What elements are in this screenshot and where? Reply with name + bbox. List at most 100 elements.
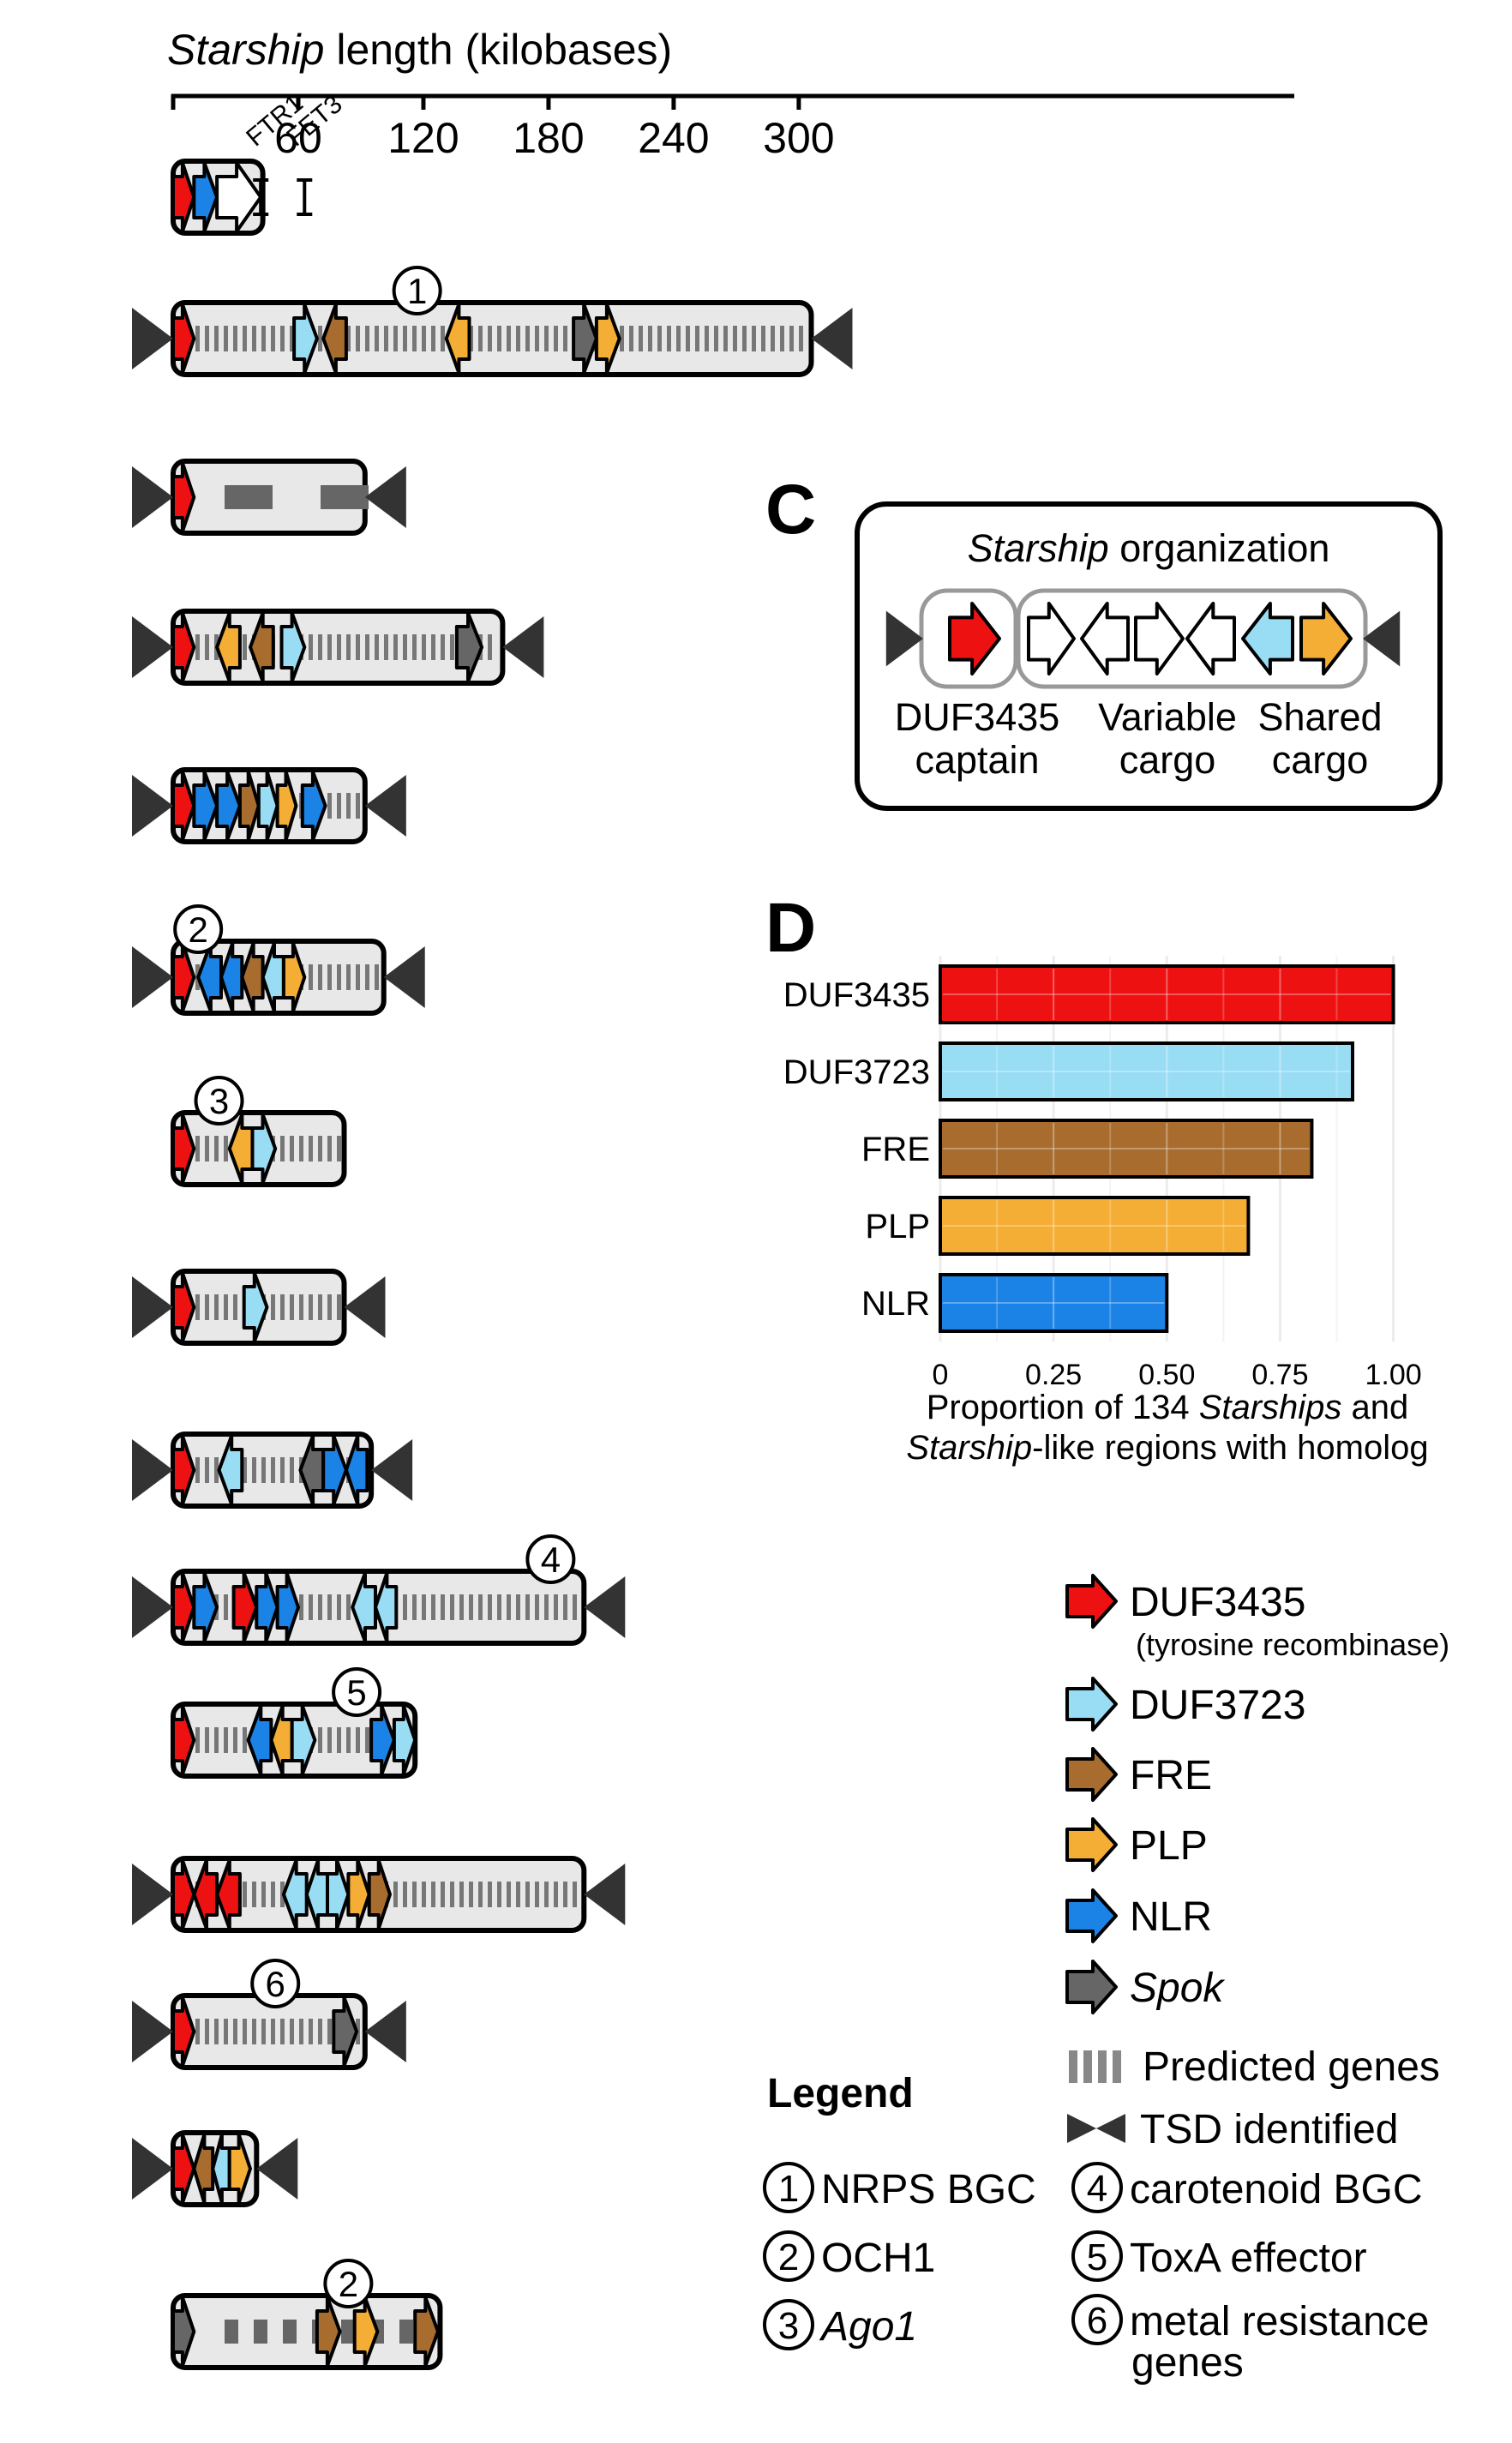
tsd-right-triangle bbox=[364, 775, 406, 837]
feature-marker-circle bbox=[392, 266, 442, 315]
predicted-gene-stripe bbox=[563, 326, 567, 351]
predicted-gene-stripe bbox=[403, 634, 407, 660]
predicted-gene-stripe bbox=[695, 326, 699, 351]
legend-label: Predicted genes bbox=[1143, 2044, 1440, 2090]
predicted-gene-stripe bbox=[393, 326, 398, 351]
gene-arrow-duf3435 bbox=[171, 1434, 196, 1506]
predicted-gene-stripe bbox=[280, 1136, 285, 1161]
predicted-gene-stripe bbox=[375, 634, 379, 660]
gene-arrow-duf3435 bbox=[171, 2133, 196, 2205]
legend-feature-number: 5 bbox=[1087, 2236, 1107, 2278]
predicted-gene-stripe bbox=[478, 326, 483, 351]
gene-arrow-plp bbox=[275, 770, 298, 842]
predicted-gene-stripe bbox=[337, 1294, 341, 1320]
predicted-gene-stripe bbox=[271, 1294, 275, 1320]
predicted-gene-stripe bbox=[393, 634, 398, 660]
predicted-gene-stripe bbox=[195, 1136, 200, 1161]
legend-feature-number: 1 bbox=[778, 2168, 799, 2210]
predicted-gene-stripe bbox=[318, 634, 322, 660]
predicted-gene-stripe bbox=[799, 326, 803, 351]
predicted-gene-stripe bbox=[412, 1594, 417, 1620]
feature-marker-number: 4 bbox=[541, 1540, 561, 1580]
predicted-gene-stripe bbox=[195, 634, 200, 660]
predicted-gene-stripe bbox=[648, 326, 652, 351]
predicted-gene-stripe bbox=[431, 634, 435, 660]
bar-category-label: DUF3723 bbox=[783, 1053, 930, 1091]
predicted-gene-stripe bbox=[195, 1457, 200, 1483]
predicted-gene-stripe bbox=[554, 1882, 558, 1907]
predicted-gene-stripe bbox=[224, 1136, 228, 1161]
gene-arrow-duf3723 bbox=[281, 1858, 309, 1930]
predicted-gene-stripe bbox=[327, 793, 332, 819]
predicted-gene-stripe bbox=[214, 1457, 219, 1483]
predicted-gene-stripe bbox=[261, 326, 266, 351]
captain-label-line2: captain bbox=[915, 738, 1039, 782]
predicted-gene-stripe bbox=[327, 1136, 332, 1161]
predicted-gene-stripe bbox=[195, 1294, 200, 1320]
bar-tick-label: 0.50 bbox=[1138, 1359, 1195, 1391]
shared-cargo-label-line2: cargo bbox=[1272, 738, 1369, 782]
starship-element-11: 5 bbox=[171, 1667, 418, 1779]
legend-label: DUF3723 bbox=[1130, 1683, 1305, 1728]
starship-element-8 bbox=[132, 1269, 386, 1346]
legend-feature-label: ToxA effector bbox=[1130, 2236, 1367, 2281]
legend-feature-circle bbox=[1071, 2162, 1123, 2213]
legend-swatch-plp bbox=[1065, 1817, 1118, 1872]
predicted-gene-stripe bbox=[346, 1594, 351, 1620]
predicted-gene-stripe bbox=[341, 2320, 355, 2344]
legend-label: NLR bbox=[1130, 1894, 1212, 1940]
panel-d: D DUF3435 DUF3723 FRE PLP NLR 0 0.25 0.50 0.75 1.… bbox=[765, 889, 1429, 1467]
predicted-gene-stripe bbox=[441, 326, 445, 351]
predicted-gene-stripe bbox=[507, 326, 511, 351]
predicted-gene-stripe bbox=[488, 326, 492, 351]
predicted-gene-stripe bbox=[393, 1882, 398, 1907]
gene-arrow-duf3723 bbox=[217, 1434, 244, 1506]
tsd-left-triangle bbox=[132, 1276, 173, 1338]
gene-arrow-duf3723 bbox=[250, 1113, 278, 1185]
predicted-gene-stripe bbox=[497, 326, 501, 351]
predicted-gene-stripe bbox=[620, 326, 624, 351]
gene-arrow-plp bbox=[215, 611, 242, 683]
starship-element-3 bbox=[132, 459, 406, 536]
predicted-gene-stripe bbox=[525, 1594, 530, 1620]
predicted-gene-stripe bbox=[309, 1136, 313, 1161]
bar-category-label: DUF3435 bbox=[783, 976, 930, 1014]
tsd-left-triangle bbox=[132, 1576, 173, 1638]
legend-feature-number: 6 bbox=[1087, 2300, 1107, 2342]
gene-arrow-plp bbox=[352, 2296, 380, 2368]
predicted-gene-stripe bbox=[243, 1882, 247, 1907]
length-axis: Starship length (kilobases) 60 120 180 240 3… bbox=[167, 26, 1294, 162]
bar-xlabel-1b: Starships bbox=[1199, 1389, 1342, 1426]
bar-tick-label: 0.25 bbox=[1025, 1359, 1082, 1391]
predicted-gene-stripe bbox=[327, 634, 332, 660]
predicted-gene-stripe bbox=[318, 1136, 322, 1161]
gene-arrow-spok bbox=[298, 1434, 326, 1506]
gene-arrow-duf3723 bbox=[292, 303, 319, 375]
gene-arrow-duf3723 bbox=[256, 770, 279, 842]
predicted-gene-stripe bbox=[225, 485, 273, 509]
predicted-gene-stripe bbox=[469, 1882, 473, 1907]
feature-marker-circle bbox=[194, 1076, 244, 1125]
predicted-gene-stripe bbox=[205, 1457, 209, 1483]
predicted-gene-stripe bbox=[488, 634, 492, 660]
tsd-right-triangle bbox=[364, 466, 406, 528]
legend-feature-number: 2 bbox=[778, 2236, 799, 2278]
legend-feature-1: 1 NRPS BGC bbox=[763, 2162, 1036, 2213]
predicted-gene-stripe bbox=[224, 1294, 228, 1320]
gene-arrow-duf3723 bbox=[242, 1271, 269, 1343]
predicted-gene-stripe bbox=[544, 326, 549, 351]
predicted-gene-stripe bbox=[365, 326, 369, 351]
predicted-genes bbox=[225, 485, 369, 509]
shared-cargo-label-line1: Shared bbox=[1257, 695, 1382, 739]
tsd-right-triangle bbox=[584, 1864, 626, 1925]
predicted-gene-stripe bbox=[261, 1882, 266, 1907]
predicted-gene-stripe bbox=[403, 1594, 407, 1620]
predicted-gene-stripe bbox=[318, 1594, 322, 1620]
bar-tick-label: 0.75 bbox=[1251, 1359, 1308, 1391]
legend-feature-number: 4 bbox=[1087, 2168, 1107, 2210]
bar-tick-label: 1.00 bbox=[1365, 1359, 1421, 1391]
gene-arrow-spok bbox=[171, 2296, 196, 2368]
feature-marker-circle bbox=[323, 2259, 374, 2308]
legend-feature-circle bbox=[763, 2162, 814, 2213]
